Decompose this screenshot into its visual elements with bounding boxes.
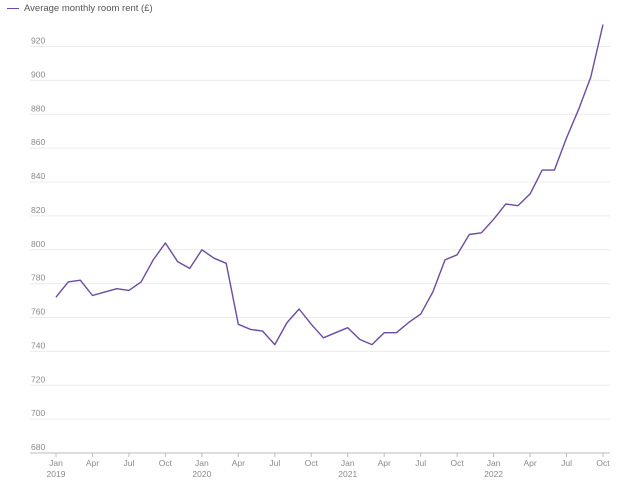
y-tick-label: 760: [31, 307, 45, 317]
x-tick-year-label: 2022: [484, 469, 503, 479]
x-tick-label: Jan: [341, 458, 355, 468]
y-tick-label: 880: [31, 103, 45, 113]
x-tick-label: Oct: [451, 458, 465, 468]
y-tick-label: 780: [31, 273, 45, 283]
x-tick-label: Jul: [123, 458, 134, 468]
x-tick-label: Jan: [49, 458, 63, 468]
y-tick-label: 680: [31, 442, 45, 452]
x-tick-label: Apr: [232, 458, 245, 468]
legend-label: Average monthly room rent (£): [24, 3, 153, 14]
x-tick-label: Jul: [561, 458, 572, 468]
x-tick-label: Oct: [596, 458, 610, 468]
chart-legend: Average monthly room rent (£): [7, 3, 153, 14]
x-tick-year-label: 2020: [192, 469, 211, 479]
y-tick-label: 840: [31, 171, 45, 181]
x-tick-label: Jul: [269, 458, 280, 468]
x-tick-label: Apr: [523, 458, 536, 468]
y-tick-label: 720: [31, 374, 45, 384]
x-tick-label: Apr: [378, 458, 391, 468]
series-layer: [55, 24, 604, 346]
x-tick-label: Jan: [487, 458, 501, 468]
grid-layer: [30, 46, 610, 454]
legend-line-swatch: [7, 8, 19, 9]
y-tick-label: 800: [31, 239, 45, 249]
x-tick-label: Oct: [159, 458, 173, 468]
x-tick-label: Apr: [86, 458, 99, 468]
y-tick-label: 820: [31, 205, 45, 215]
y-tick-label: 920: [31, 36, 45, 46]
y-tick-label: 740: [31, 340, 45, 350]
y-tick-label: 900: [31, 69, 45, 79]
y-tick-label: 860: [31, 137, 45, 147]
y-tick-label: 700: [31, 408, 45, 418]
y-axis: 680 700 720 740 760 780 800 820 840 860 880 900 920: [31, 36, 45, 453]
x-tick-label: Jul: [415, 458, 426, 468]
x-tick-year-label: 2021: [338, 469, 357, 479]
x-tick-label: Jan: [195, 458, 209, 468]
series-line-room-rent: [55, 24, 604, 346]
x-tick-year-label: 2019: [47, 469, 66, 479]
x-tick-label: Oct: [305, 458, 319, 468]
